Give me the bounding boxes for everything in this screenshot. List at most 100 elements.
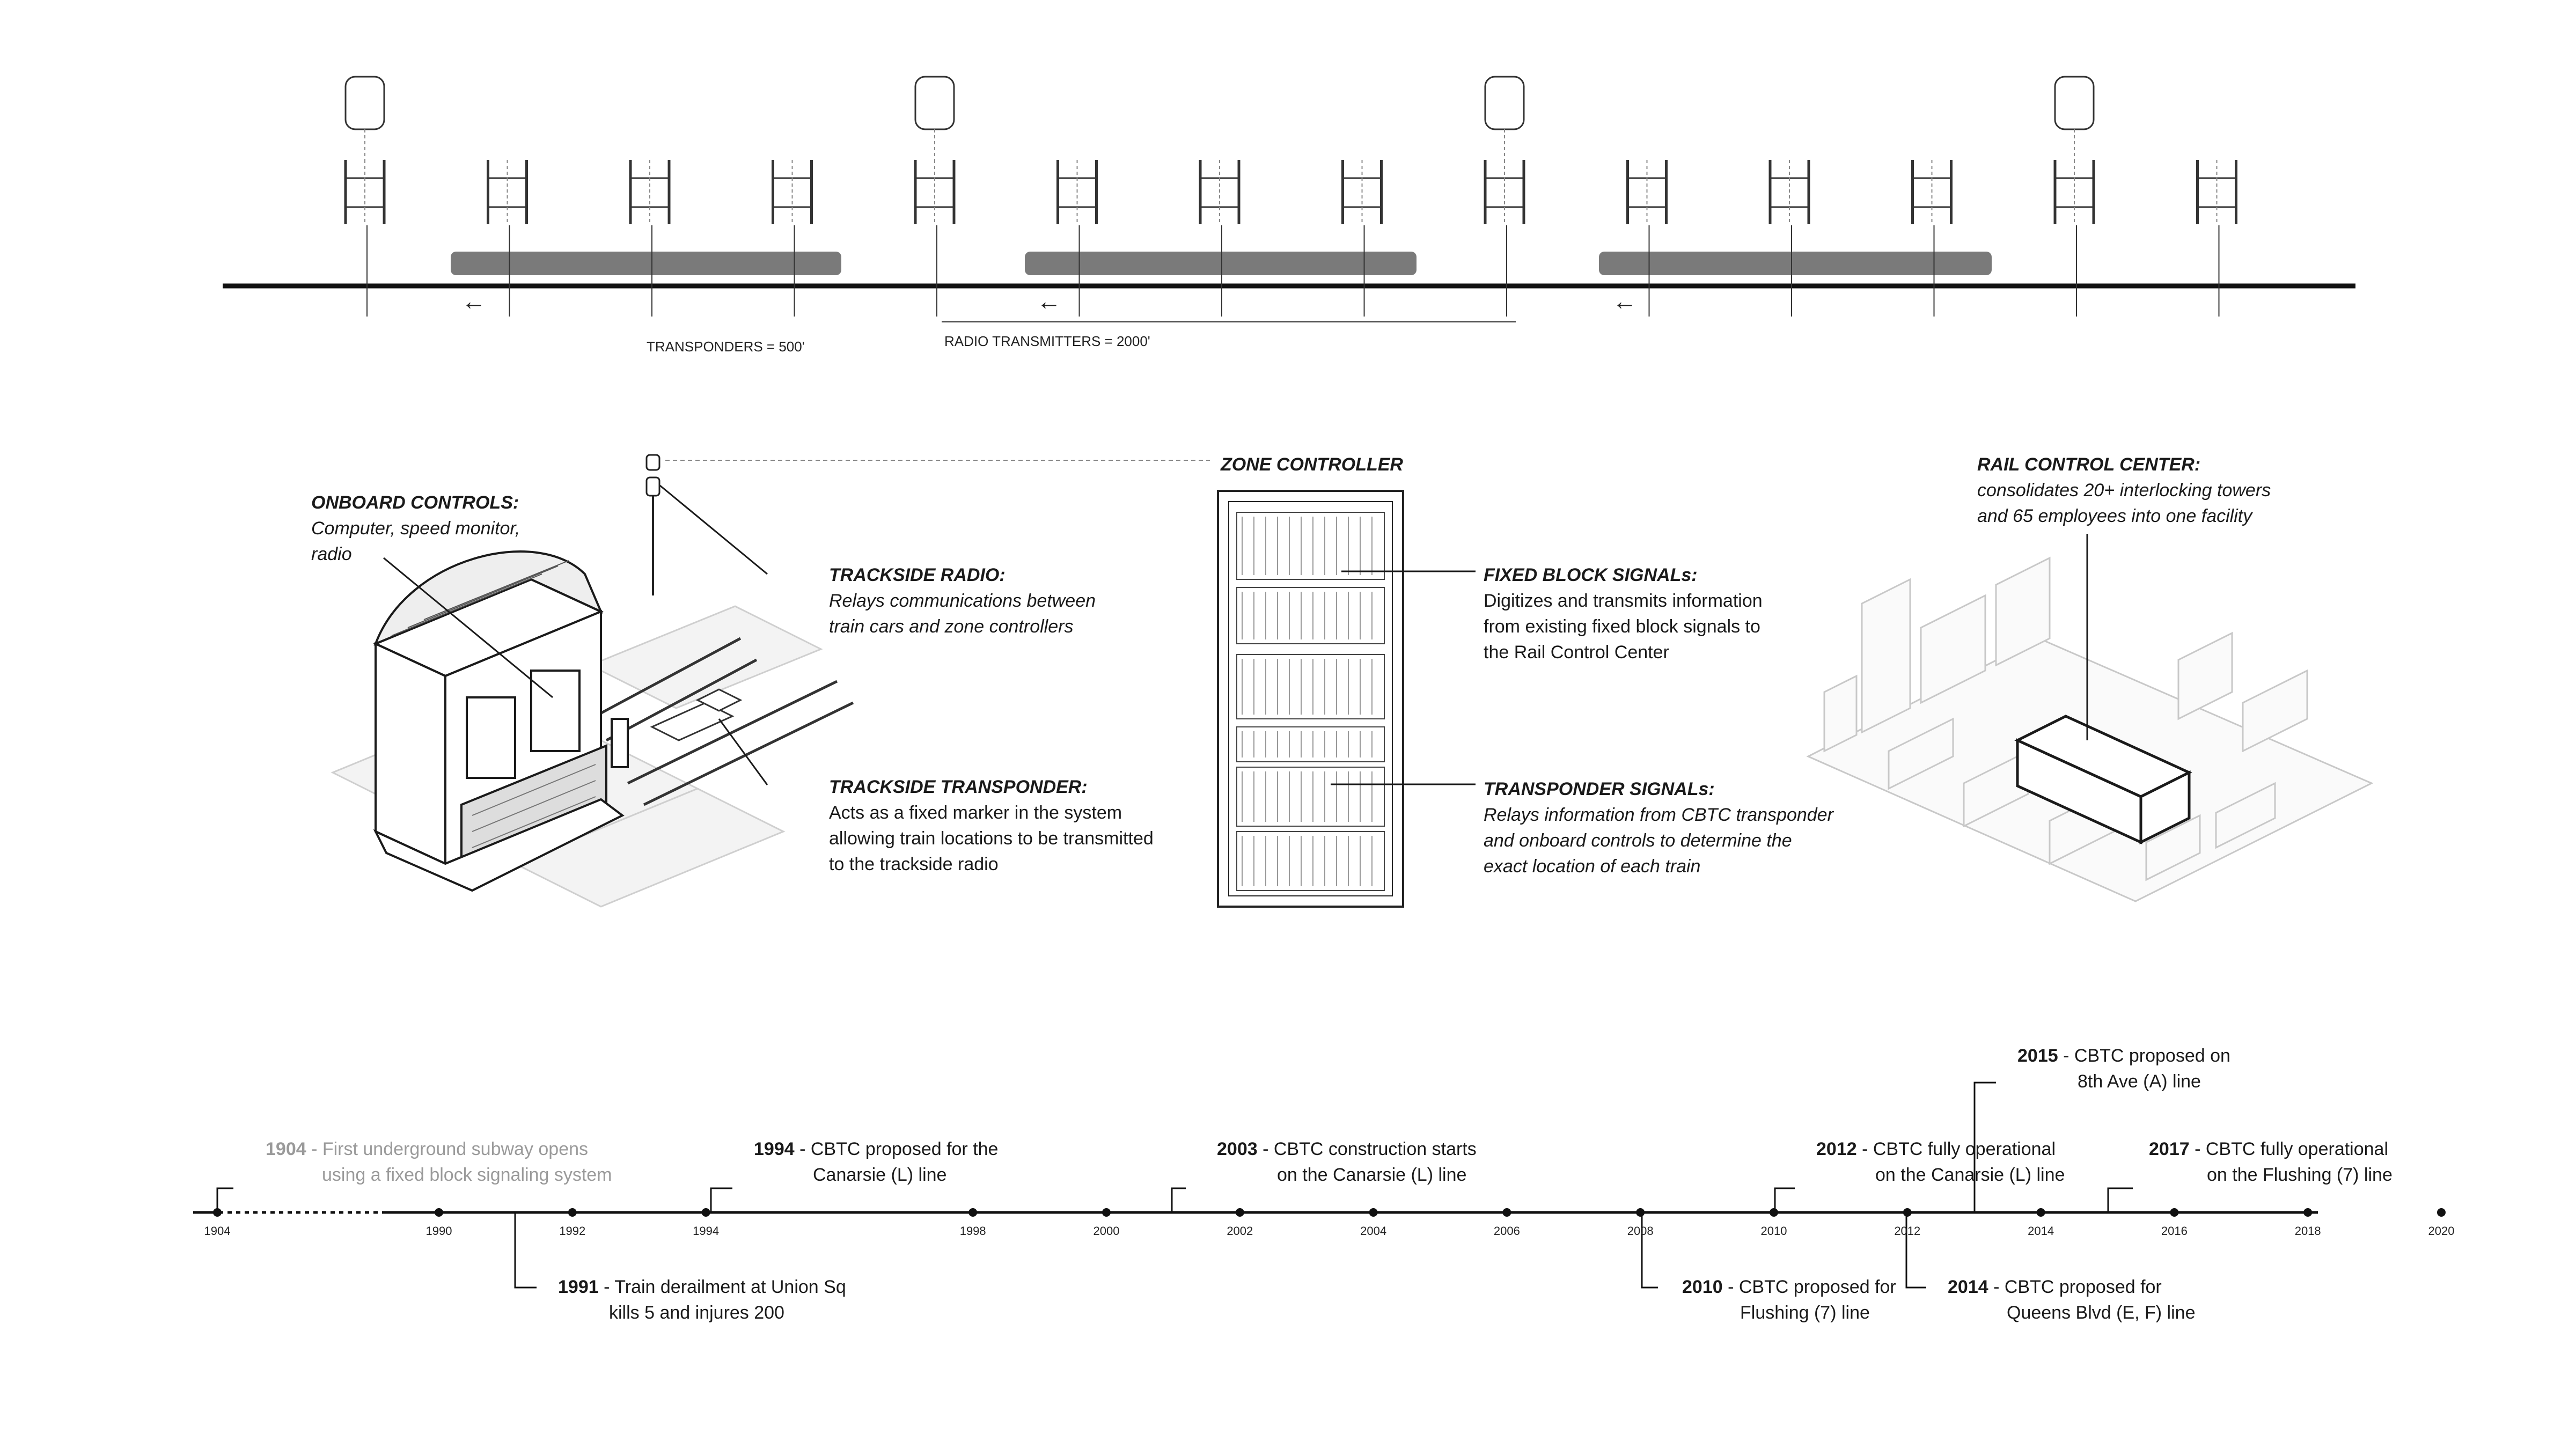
timeline-tick-label: 2002 (1227, 1224, 1253, 1238)
transponder-symbol (914, 160, 956, 224)
radio-line-1: Relays communications between (829, 591, 1096, 611)
arrow-2: ← (1037, 287, 1061, 315)
train-block (1599, 252, 1992, 275)
timeline-tick-label: 2000 (1093, 1224, 1120, 1238)
trackside-radio-label: TRACKSIDE RADIO: Relays communications b… (829, 562, 1096, 639)
event-2017-year: 2017 (2149, 1139, 2190, 1159)
transponder-symbol (629, 160, 671, 224)
event-2003-text: - CBTC construction starts (1257, 1139, 1477, 1159)
event-2012: 2012 - CBTC fully operational on the Can… (1816, 1136, 2065, 1188)
timeline-tick-label: 2016 (2161, 1224, 2188, 1238)
radio-title: TRACKSIDE RADIO: (829, 565, 1006, 585)
event-1991-text: - Train derailment at Union Sq (598, 1277, 846, 1297)
leader-1991 (514, 1212, 537, 1289)
event-1991-line2: kills 5 and injures 200 (609, 1303, 784, 1323)
timeline-tick-label: 1904 (204, 1224, 231, 1238)
leader-2010 (1641, 1212, 1658, 1289)
zone-controller-rack (1217, 490, 1404, 908)
transponder-signals-label: TRANSPONDER SIGNALs: Relays information … (1484, 776, 1833, 879)
transponder-signals-line-1: Relays information from CBTC transponder (1484, 805, 1833, 825)
timeline-dot (2036, 1208, 2045, 1217)
event-2015-year: 2015 (2017, 1046, 2058, 1066)
components-illustrations (331, 454, 2374, 908)
timeline-dot (1235, 1208, 1244, 1217)
transponder-symbol (1768, 160, 1810, 224)
timeline-tick-label: 1998 (959, 1224, 986, 1238)
onboard-controls-label: ONBOARD CONTROLS: Computer, speed monito… (311, 490, 520, 567)
leader-2012 (1774, 1187, 1795, 1212)
radio-transmitter-symbol (344, 76, 385, 160)
onboard-pointer (383, 557, 553, 698)
event-2012-line2: on the Canarsie (L) line (1875, 1165, 2065, 1185)
event-2014-year: 2014 (1948, 1277, 1988, 1297)
event-1991: 1991 - Train derailment at Union Sq kill… (558, 1274, 846, 1326)
event-2003-line2: on the Canarsie (L) line (1277, 1165, 1467, 1185)
onboard-line-2: radio (311, 544, 352, 564)
fixed-block-line-3: the Rail Control Center (1484, 642, 1669, 663)
timeline-dot (1102, 1208, 1111, 1217)
trackside-radio-pole (645, 454, 660, 595)
transponder-symbol (2053, 160, 2095, 224)
transponder-line-3: to the trackside radio (829, 854, 999, 874)
fixed-block-label: FIXED BLOCK SIGNALs: Digitizes and trans… (1484, 562, 1763, 665)
timeline-tick-label: 2018 (2294, 1224, 2321, 1238)
timeline-tick-label: 2012 (1894, 1224, 1921, 1238)
transponder-symbol (1911, 160, 1953, 224)
timeline-tick-label: 1994 (693, 1224, 720, 1238)
track-diagram (223, 76, 2355, 322)
rcc-building (2014, 715, 2192, 845)
timeline-dot (968, 1208, 978, 1217)
event-2003: 2003 - CBTC construction starts on the C… (1217, 1136, 1477, 1188)
leader-2017 (2107, 1187, 2133, 1212)
transponder-line-2: allowing train locations to be transmitt… (829, 828, 1154, 849)
event-2012-year: 2012 (1816, 1139, 1857, 1159)
event-1904-year: 1904 (266, 1139, 306, 1159)
leader-1904 (216, 1187, 233, 1212)
event-1994-text: - CBTC proposed for the (794, 1139, 999, 1159)
train-block (1025, 252, 1417, 275)
onboard-line-1: Computer, speed monitor, (311, 518, 520, 539)
event-2015: 2015 - CBTC proposed on 8th Ave (A) line (2017, 1043, 2230, 1094)
event-2010-text: - CBTC proposed for (1722, 1277, 1896, 1297)
transponder-symbol (487, 160, 528, 224)
transponder-symbol (772, 160, 813, 224)
rcc-title: RAIL CONTROL CENTER: (1977, 454, 2201, 475)
event-1994-line2: Canarsie (L) line (813, 1165, 947, 1185)
radio-transmitter-symbol (1484, 76, 1525, 160)
arrow-1: ← (461, 287, 486, 315)
fixed-block-title: FIXED BLOCK SIGNALs: (1484, 565, 1698, 585)
rack-unit (1236, 831, 1385, 891)
transponder-symbol (1626, 160, 1668, 224)
event-2012-text: - CBTC fully operational (1856, 1139, 2056, 1159)
timeline-dot (2303, 1208, 2313, 1217)
timeline-dot (1502, 1208, 1511, 1217)
zone-title: ZONE CONTROLLER (1221, 454, 1403, 475)
timeline (193, 1082, 2446, 1289)
event-2017-line2: on the Flushing (7) line (2207, 1165, 2392, 1185)
timeline-tick-label: 2004 (1360, 1224, 1387, 1238)
transponder-symbol (1056, 160, 1098, 224)
radio-pointer (659, 484, 768, 575)
timeline-tick-label: 1992 (559, 1224, 586, 1238)
event-2014-text: - CBTC proposed for (1988, 1277, 2162, 1297)
timeline-tick-label: 2008 (1627, 1224, 1654, 1238)
zone-controller-label: ZONE CONTROLLER (1221, 452, 1403, 477)
timeline-dot (2170, 1208, 2179, 1217)
rack-unit (1236, 654, 1385, 719)
transponder-symbol (1199, 160, 1241, 224)
event-2010-year: 2010 (1682, 1277, 1723, 1297)
event-2003-year: 2003 (1217, 1139, 1258, 1159)
arrow-3: ← (1612, 287, 1637, 315)
event-2017-text: - CBTC fully operational (2189, 1139, 2389, 1159)
timeline-tick-label: 2020 (2428, 1224, 2455, 1238)
trackside-transponder-label: TRACKSIDE TRANSPONDER: Acts as a fixed m… (829, 774, 1154, 877)
transponder-signals-line-2: and onboard controls to determine the (1484, 830, 1792, 851)
radio-transmitters-label: RADIO TRANSMITTERS = 2000' (944, 333, 1150, 349)
timeline-dot (1903, 1208, 1912, 1217)
timeline-dot (701, 1208, 710, 1217)
fixed-block-line-1: Digitizes and transmits information (1484, 591, 1763, 611)
timeline-tick-label: 1990 (425, 1224, 452, 1238)
timeline-tick-label: 2014 (2028, 1224, 2054, 1238)
transponder-line-1: Acts as a fixed marker in the system (829, 803, 1122, 823)
